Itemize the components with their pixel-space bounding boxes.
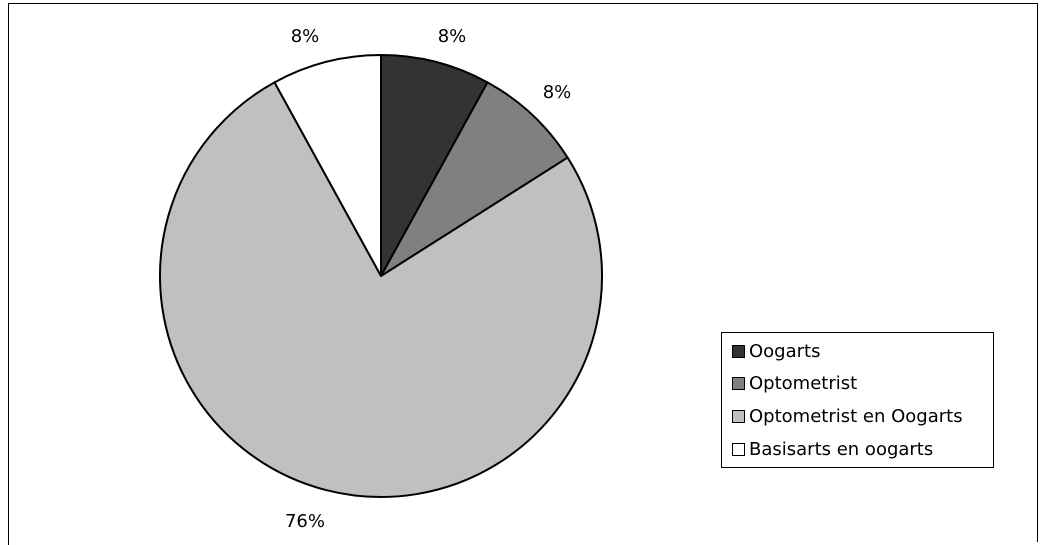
legend-label-oogarts: Oogarts (749, 340, 821, 362)
legend-swatch-oogarts (732, 344, 745, 358)
data-label-optometrist-en-oogarts: 76% (285, 511, 325, 532)
legend-item-optometrist-en-oogarts: Optometrist en Oogarts (732, 404, 963, 428)
pie-slices (159, 54, 603, 498)
legend-label-optometrist: Optometrist (749, 372, 858, 394)
pie-slice-basisarts-en-oogarts (273, 54, 382, 277)
pie-data-labels: 8% 8% 76% 8% (285, 26, 571, 532)
legend-item-oogarts: Oogarts (732, 339, 820, 363)
chart-frame-top-border (8, 3, 1038, 4)
legend-swatch-optometrist (732, 376, 745, 390)
data-label-optometrist: 8% (543, 82, 572, 103)
chart-frame-left-border (8, 3, 9, 545)
pie-slice-optometrist (380, 81, 569, 277)
legend-swatch-optometrist-en-oogarts (732, 409, 745, 423)
legend-swatch-basisarts-en-oogarts (732, 442, 745, 456)
legend-item-optometrist: Optometrist (732, 371, 857, 395)
chart-frame-right-border (1037, 3, 1038, 542)
pie-slice-oogarts (380, 54, 489, 277)
legend-item-basisarts-en-oogarts: Basisarts en oogarts (732, 437, 933, 461)
pie-slice-optometrist-en-oogarts (159, 81, 603, 498)
legend-label-optometrist-en-oogarts: Optometrist en Oogarts (749, 405, 963, 427)
legend: Oogarts Optometrist Optometrist en Oogar… (721, 332, 994, 468)
legend-label-basisarts-en-oogarts: Basisarts en oogarts (749, 438, 934, 460)
data-label-oogarts: 8% (438, 26, 467, 47)
data-label-basisarts-en-oogarts: 8% (291, 26, 320, 47)
